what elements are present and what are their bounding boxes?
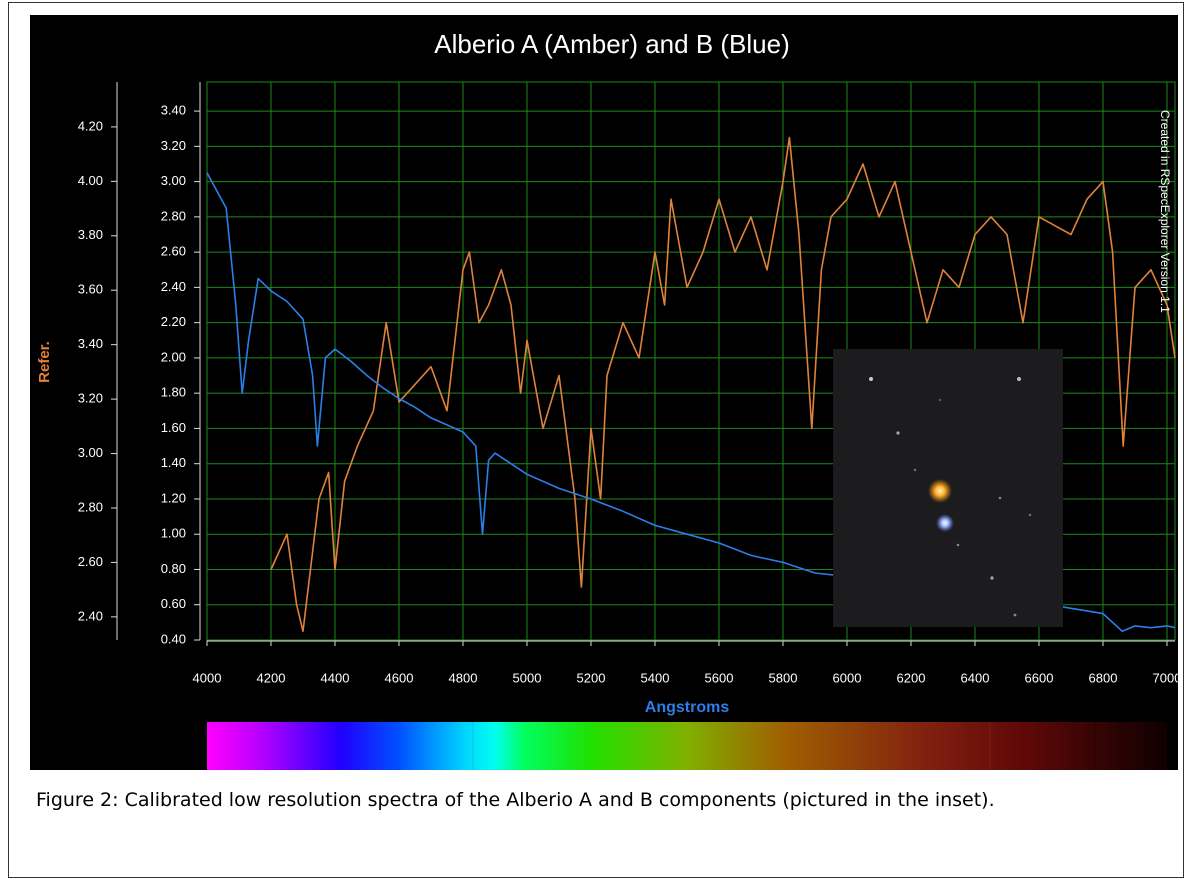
y2-tick-label: 3.40 <box>78 336 103 351</box>
y-tick-label: 0.40 <box>161 631 186 646</box>
x-tick-label: 6400 <box>961 670 990 685</box>
inset-image <box>833 349 1063 627</box>
x-tick-label: 6600 <box>1025 670 1054 685</box>
y-tick-label: 1.80 <box>161 385 186 400</box>
watermark: Created in RSpecExplorer Version 1.1 <box>1158 110 1172 313</box>
y2-tick-label: 4.00 <box>78 173 103 188</box>
y-tick-label: 1.20 <box>161 490 186 505</box>
y2-tick-label: 3.60 <box>78 282 103 297</box>
y2-tick-label: 3.20 <box>78 391 103 406</box>
y-tick-label: 1.40 <box>161 455 186 470</box>
spectrum-strip <box>207 722 1167 770</box>
x-tick-label: 6200 <box>897 670 926 685</box>
x-tick-label: 4200 <box>257 670 286 685</box>
x-tick-label: 5400 <box>641 670 670 685</box>
x-tick-label: 4000 <box>193 670 222 685</box>
y2-tick-label: 3.80 <box>78 227 103 242</box>
x-tick-label: 5600 <box>705 670 734 685</box>
x-axis-label: Angstroms <box>645 699 730 716</box>
x-tick-label: 4400 <box>321 670 350 685</box>
x-tick-label: 6000 <box>833 670 862 685</box>
y-tick-label: 2.20 <box>161 314 186 329</box>
x-tick-label: 5000 <box>513 670 542 685</box>
y-tick-label: 0.60 <box>161 596 186 611</box>
y2-tick-label: 4.20 <box>78 118 103 133</box>
chart: Alberio A (Amber) and B (Blue) 0.40 0.60 0… <box>0 0 1192 780</box>
y-tick-label: 2.60 <box>161 244 186 259</box>
x-tick-label: 4600 <box>385 670 414 685</box>
y-tick-label: 0.80 <box>161 561 186 576</box>
y2-tick-label: 3.00 <box>78 445 103 460</box>
y-tick-label: 2.00 <box>161 349 186 364</box>
y2-tick-label: 2.60 <box>78 554 103 569</box>
x-tick-label: 4800 <box>449 670 478 685</box>
y-tick-label: 3.20 <box>161 138 186 153</box>
y-tick-label: 1.60 <box>161 420 186 435</box>
y-tick-label: 3.00 <box>161 173 186 188</box>
y2-tick-label: 2.80 <box>78 499 103 514</box>
chart-title: Alberio A (Amber) and B (Blue) <box>434 29 790 59</box>
x-tick-label: 5800 <box>769 670 798 685</box>
y-tick-label: 2.40 <box>161 279 186 294</box>
y-tick-label: 3.40 <box>161 103 186 118</box>
x-tick-label: 6800 <box>1089 670 1118 685</box>
caption: Figure 2: Calibrated low resolution spec… <box>36 782 1171 818</box>
page: Alberio A (Amber) and B (Blue) 0.40 0.60 0… <box>0 0 1192 883</box>
y2-tick-label: 2.40 <box>78 608 103 623</box>
x-tick-label: 5200 <box>577 670 606 685</box>
y-tick-label: 1.00 <box>161 526 186 541</box>
y-tick-label: 2.80 <box>161 208 186 223</box>
x-tick-label: 7000 <box>1153 670 1182 685</box>
y2-axis-label: Refer. <box>36 341 53 383</box>
